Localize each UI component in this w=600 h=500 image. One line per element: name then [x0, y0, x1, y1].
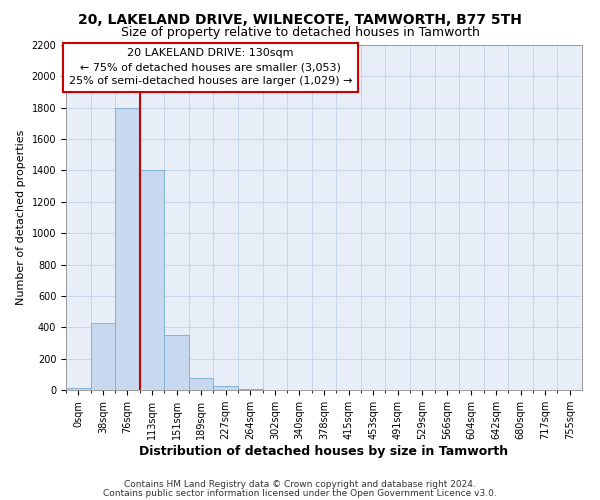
Y-axis label: Number of detached properties: Number of detached properties	[16, 130, 26, 305]
Bar	[115, 108, 140, 390]
Bar	[214, 386, 238, 390]
Text: Contains HM Land Registry data © Crown copyright and database right 2024.: Contains HM Land Registry data © Crown c…	[124, 480, 476, 489]
Bar	[164, 335, 189, 390]
Bar	[91, 322, 115, 390]
Text: 20 LAKELAND DRIVE: 130sqm
← 75% of detached houses are smaller (3,053)
25% of se: 20 LAKELAND DRIVE: 130sqm ← 75% of detac…	[69, 48, 352, 86]
Bar	[140, 170, 164, 390]
X-axis label: Distribution of detached houses by size in Tamworth: Distribution of detached houses by size …	[139, 445, 509, 458]
Text: Contains public sector information licensed under the Open Government Licence v3: Contains public sector information licen…	[103, 488, 497, 498]
Bar	[189, 378, 214, 390]
Text: Size of property relative to detached houses in Tamworth: Size of property relative to detached ho…	[121, 26, 479, 39]
Bar	[66, 388, 91, 390]
Bar	[238, 389, 263, 390]
Text: 20, LAKELAND DRIVE, WILNECOTE, TAMWORTH, B77 5TH: 20, LAKELAND DRIVE, WILNECOTE, TAMWORTH,…	[78, 12, 522, 26]
